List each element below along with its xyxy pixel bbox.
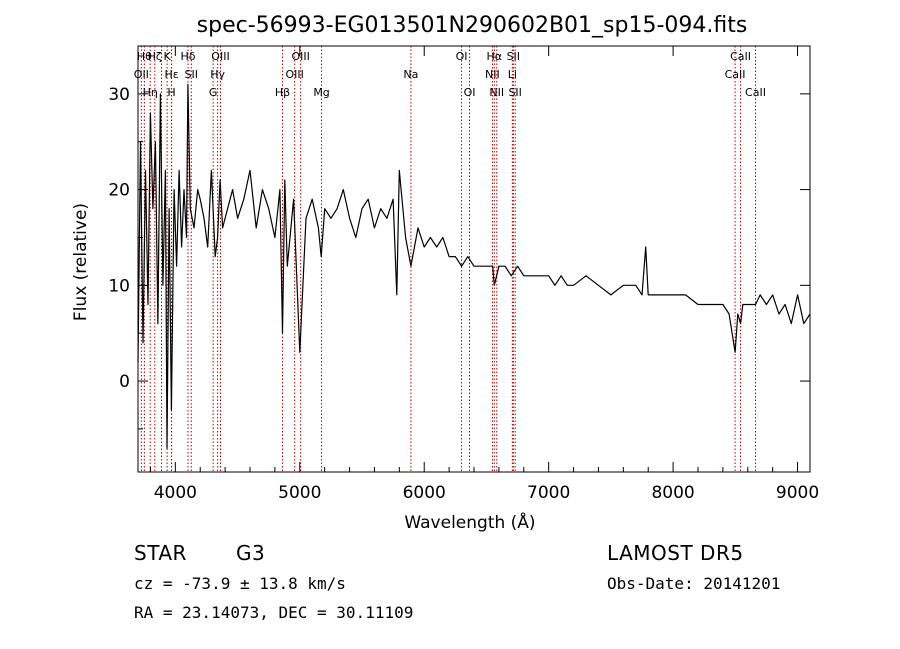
line-label-9: SII (185, 68, 198, 81)
plot-frame (137, 45, 811, 473)
line-label-6: H (167, 86, 175, 99)
line-label-12: OIII (211, 50, 229, 63)
x-tick-label-5: 9000 (776, 483, 819, 503)
spectral-subclass: G3 (236, 541, 266, 565)
line-label-21: Hα (487, 50, 503, 63)
line-label-11: Hγ (210, 68, 225, 81)
x-tick-label-3: 7000 (527, 483, 570, 503)
line-label-24: SII (507, 50, 520, 63)
x-tick-label-0: 4000 (154, 483, 197, 503)
line-label-17: Na (403, 68, 418, 81)
line-label-14: OIII (285, 68, 303, 81)
line-label-2: Hη (143, 86, 158, 99)
observation-date: Obs-Date: 20141201 (607, 574, 781, 593)
line-label-15: OIII (291, 50, 309, 63)
sky-coordinates: RA = 23.14073, DEC = 30.11109 (134, 603, 414, 622)
object-type: STAR (134, 541, 187, 565)
spectrum-line (137, 83, 811, 449)
line-label-23: Li (508, 68, 517, 81)
line-label-7: Hε (164, 68, 178, 81)
redshift-velocity: cz = -73.9 ± 13.8 km/s (134, 574, 346, 593)
line-label-22: NII (489, 86, 504, 99)
survey-name: LAMOST DR5 (607, 541, 744, 565)
line-label-26: CaII (725, 68, 746, 81)
y-tick-label-2: 20 (108, 181, 130, 201)
line-label-1: Hθ (137, 50, 152, 63)
line-label-25: SII (508, 86, 521, 99)
line-label-8: Hδ (181, 50, 196, 63)
line-label-10: G (209, 86, 218, 99)
x-tick-label-4: 8000 (651, 483, 694, 503)
x-tick-label-2: 6000 (403, 483, 446, 503)
line-label-3: Hζ (148, 50, 162, 63)
line-label-13: Hβ (275, 86, 290, 99)
line-label-20: NII (485, 68, 500, 81)
line-label-28: CaII (745, 86, 766, 99)
y-axis-label: Flux (relative) (71, 203, 91, 321)
line-label-19: OI (464, 86, 476, 99)
y-tick-label-0: 0 (119, 372, 130, 392)
spectrum-chart: spec-56993-EG013501N290602B01_sp15-094.f… (71, 13, 819, 533)
chart-title: spec-56993-EG013501N290602B01_sp15-094.f… (197, 13, 748, 38)
axes: 4000 5000 6000 7000 8000 9000 0 10 20 30 (108, 45, 819, 503)
line-label-16: Mg (313, 86, 329, 99)
y-tick-label-3: 30 (108, 85, 130, 105)
spectral-line-markers (140, 46, 756, 472)
line-label-27: CaII (730, 50, 751, 63)
line-label-18: OI (456, 50, 468, 63)
line-label-5: K (164, 50, 172, 63)
line-label-0: OII (134, 68, 149, 81)
spectrum-series (137, 83, 811, 449)
y-tick-label-1: 10 (108, 276, 130, 296)
x-tick-label-1: 5000 (278, 483, 321, 503)
x-axis-label: Wavelength (Å) (404, 511, 535, 533)
